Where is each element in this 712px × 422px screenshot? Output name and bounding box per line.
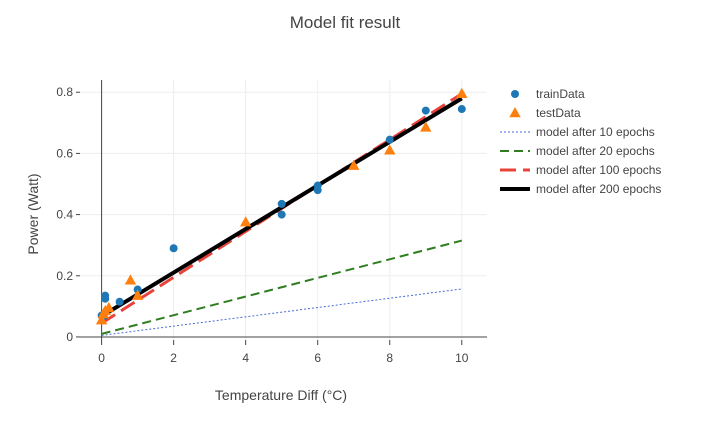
legend-label-testdata: testData (536, 106, 581, 120)
chart-title: Model fit result (290, 13, 401, 32)
legend-label-model-after-10-epochs: model after 10 epochs (536, 125, 655, 139)
y-axis-label: Power (Watt) (25, 173, 41, 254)
data-point-testdata (103, 301, 115, 313)
legend-item-model-after-10-epochs[interactable]: model after 10 epochs (500, 125, 655, 139)
data-point-traindata (115, 297, 124, 306)
data-point-traindata (277, 210, 286, 219)
data-point-testdata (239, 216, 252, 227)
legend-item-model-after-200-epochs[interactable]: model after 200 epochs (500, 182, 661, 196)
data-point-traindata (313, 186, 322, 195)
legend-label-model-after-200-epochs: model after 200 epochs (536, 182, 661, 196)
series-line-model-after-20-epochs (101, 239, 463, 335)
y-tick-label: 0 (66, 330, 73, 344)
data-point-testdata (384, 144, 396, 155)
data-point-testdata (348, 159, 360, 170)
y-tick-label: 0.4 (56, 208, 73, 222)
x-tick-label: 2 (170, 351, 177, 365)
x-tick-label: 8 (386, 351, 393, 365)
x-tick-label: 6 (314, 351, 321, 365)
data-point-traindata (101, 294, 110, 303)
legend-label-model-after-100-epochs: model after 100 epochs (536, 163, 661, 177)
legend-label-model-after-20-epochs: model after 20 epochs (536, 144, 655, 158)
legend-marker-traindata (511, 90, 519, 98)
legend-marker-testdata (509, 107, 521, 118)
data-point-traindata (385, 135, 394, 144)
y-tick-label: 0.6 (56, 146, 73, 160)
grid (80, 80, 487, 340)
x-tick-label: 0 (98, 351, 105, 365)
data-point-traindata (421, 106, 430, 115)
legend-item-model-after-100-epochs[interactable]: model after 100 epochs (500, 163, 661, 177)
data-point-traindata (169, 244, 178, 253)
data-point-traindata (133, 285, 142, 294)
x-tick-label: 10 (455, 351, 469, 365)
data-point-testdata (95, 314, 108, 325)
x-axis-label: Temperature Diff (°C) (215, 387, 347, 403)
y-tick-label: 0.8 (56, 85, 73, 99)
legend-item-testdata[interactable]: testData (509, 106, 581, 120)
tick-labels: 0 0.2 0.4 0.6 0.8 0 2 4 6 8 10 (56, 85, 468, 365)
series-layer (95, 87, 468, 336)
data-point-testdata (420, 121, 432, 132)
y-tick-label: 0.2 (56, 269, 73, 283)
x-tick-label: 4 (242, 351, 249, 365)
data-point-testdata (131, 289, 144, 300)
series-line-model-after-10-epochs (101, 288, 462, 336)
legend-item-traindata[interactable]: trainData (511, 87, 585, 101)
data-point-testdata (124, 274, 137, 285)
legend-item-model-after-20-epochs[interactable]: model after 20 epochs (500, 144, 655, 158)
data-point-traindata (457, 105, 466, 114)
legend[interactable]: trainData testData model after 10 epochs mo… (500, 87, 661, 196)
data-point-testdata (456, 87, 468, 98)
data-point-traindata (277, 199, 286, 208)
legend-label-traindata: trainData (536, 87, 585, 101)
